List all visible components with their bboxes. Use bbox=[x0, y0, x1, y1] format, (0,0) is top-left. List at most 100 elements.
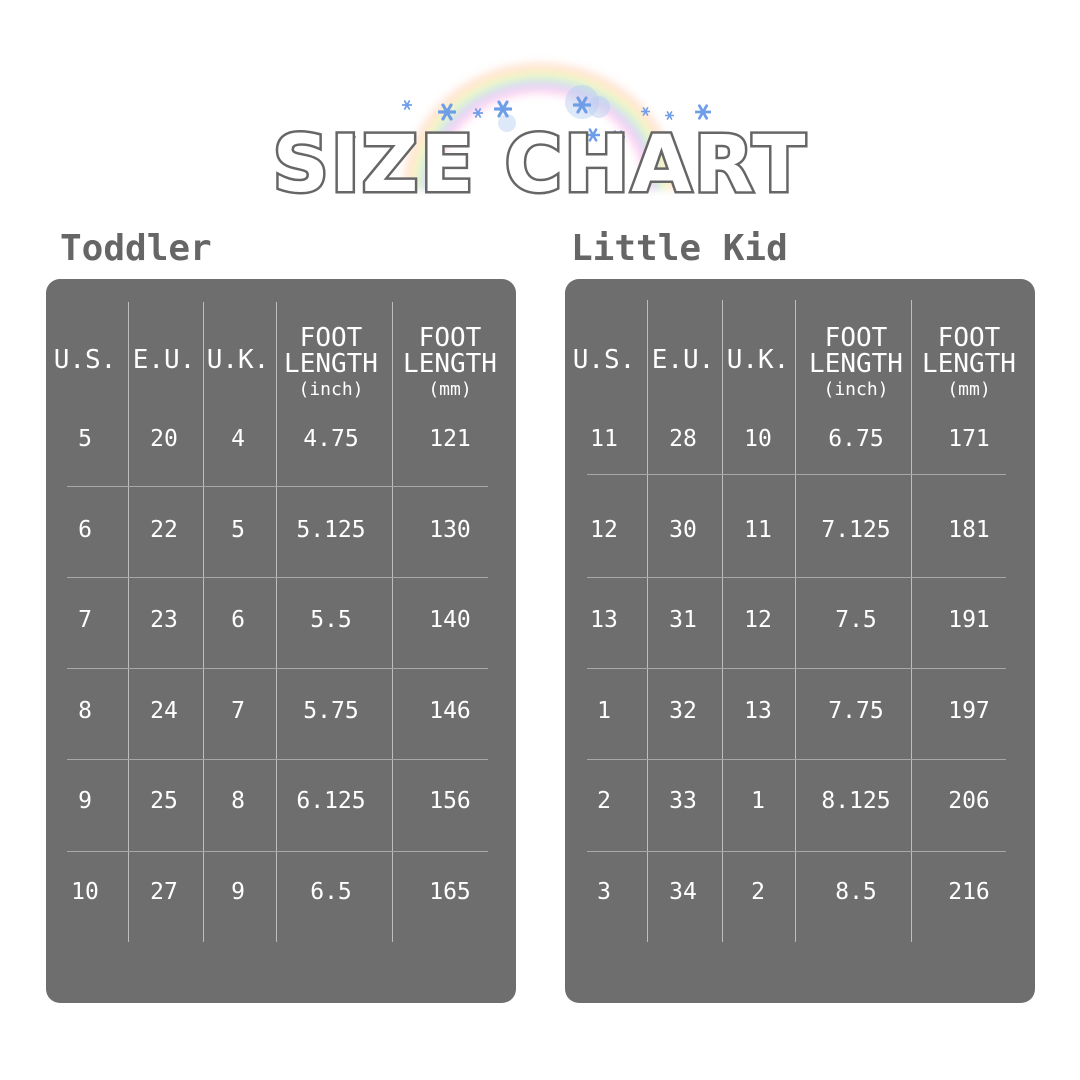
toddler-header-0: U.S. bbox=[54, 347, 117, 373]
toddler-cell: 5.5 bbox=[310, 607, 352, 633]
header-unit: (inch) bbox=[823, 379, 889, 400]
toddler-cell: 25 bbox=[150, 788, 178, 814]
row-divider bbox=[587, 851, 1006, 852]
little-kid-cell: 181 bbox=[948, 517, 990, 543]
snowflake-icon bbox=[494, 100, 512, 118]
header-line1: FOOT bbox=[824, 323, 888, 353]
snowflake-icon bbox=[438, 103, 456, 121]
toddler-cell: 5 bbox=[78, 426, 92, 452]
little-kid-cell: 11 bbox=[744, 517, 772, 543]
toddler-header-2: U.K. bbox=[207, 347, 270, 373]
little-kid-cell: 206 bbox=[948, 788, 990, 814]
toddler-cell: 6 bbox=[78, 517, 92, 543]
page-title: SIZE CHART bbox=[270, 118, 808, 213]
header-line2: LENGTH bbox=[284, 349, 378, 379]
column-divider bbox=[128, 302, 129, 942]
header-line1: U.K. bbox=[206, 345, 270, 375]
little-kid-cell: 12 bbox=[744, 607, 772, 633]
row-divider bbox=[67, 759, 488, 760]
little-kid-cell: 12 bbox=[590, 517, 618, 543]
toddler-cell: 23 bbox=[150, 607, 178, 633]
row-divider bbox=[587, 668, 1006, 669]
snowflake-icon bbox=[611, 130, 625, 144]
toddler-cell: 146 bbox=[429, 698, 471, 724]
toddler-cell: 20 bbox=[150, 426, 178, 452]
toddler-cell: 165 bbox=[429, 879, 471, 905]
toddler-title: Toddler bbox=[60, 228, 212, 269]
column-divider bbox=[722, 300, 723, 942]
toddler-cell: 130 bbox=[429, 517, 471, 543]
header-unit: (mm) bbox=[428, 379, 472, 400]
toddler-cell: 10 bbox=[71, 879, 99, 905]
row-divider bbox=[67, 486, 488, 487]
little-kid-cell: 13 bbox=[744, 698, 772, 724]
little-kid-cell: 11 bbox=[590, 426, 618, 452]
toddler-cell: 156 bbox=[429, 788, 471, 814]
column-divider bbox=[911, 300, 912, 942]
header-line1: FOOT bbox=[299, 323, 363, 353]
little-kid-cell: 197 bbox=[948, 698, 990, 724]
header-line1: E.U. bbox=[132, 345, 196, 375]
toddler-cell: 5.75 bbox=[303, 698, 359, 724]
header-line1: U.S. bbox=[53, 345, 117, 375]
snowflake-icon bbox=[402, 100, 412, 110]
little-kid-title: Little Kid bbox=[571, 228, 788, 269]
column-divider bbox=[203, 302, 204, 942]
toddler-header-4: FOOT LENGTH (mm) bbox=[403, 325, 497, 399]
little-kid-header-3: FOOT LENGTH (inch) bbox=[809, 325, 903, 399]
little-kid-cell: 10 bbox=[744, 426, 772, 452]
toddler-cell: 9 bbox=[78, 788, 92, 814]
toddler-cell: 121 bbox=[429, 426, 471, 452]
toddler-cell: 8 bbox=[231, 788, 245, 814]
toddler-cell: 6.5 bbox=[310, 879, 352, 905]
little-kid-cell: 34 bbox=[669, 879, 697, 905]
snowflake-icon bbox=[346, 132, 356, 142]
little-kid-cell: 31 bbox=[669, 607, 697, 633]
little-kid-cell: 28 bbox=[669, 426, 697, 452]
little-kid-cell: 2 bbox=[597, 788, 611, 814]
little-kid-cell: 191 bbox=[948, 607, 990, 633]
little-kid-cell: 216 bbox=[948, 879, 990, 905]
snowflake-icon bbox=[586, 128, 600, 142]
little-kid-cell: 33 bbox=[669, 788, 697, 814]
little-kid-header-1: E.U. bbox=[652, 347, 715, 373]
little-kid-cell: 30 bbox=[669, 517, 697, 543]
snowflake-icon bbox=[573, 96, 591, 114]
little-kid-cell: 1 bbox=[751, 788, 765, 814]
little-kid-header-4: FOOT LENGTH (mm) bbox=[922, 325, 1016, 399]
row-divider bbox=[67, 577, 488, 578]
toddler-cell: 4 bbox=[231, 426, 245, 452]
toddler-cell: 5.125 bbox=[296, 517, 366, 543]
header-line1: U.K. bbox=[726, 345, 790, 375]
little-kid-cell: 7.5 bbox=[835, 607, 877, 633]
row-divider bbox=[67, 668, 488, 669]
toddler-cell: 22 bbox=[150, 517, 178, 543]
snowflake-icon bbox=[695, 104, 711, 120]
toddler-cell: 8 bbox=[78, 698, 92, 724]
little-kid-cell: 7.125 bbox=[821, 517, 891, 543]
column-divider bbox=[795, 300, 796, 942]
header-unit: (mm) bbox=[947, 379, 991, 400]
toddler-cell: 7 bbox=[78, 607, 92, 633]
row-divider bbox=[587, 759, 1006, 760]
snowflake-icon bbox=[665, 111, 674, 120]
little-kid-header-0: U.S. bbox=[573, 347, 636, 373]
toddler-cell: 27 bbox=[150, 879, 178, 905]
little-kid-cell: 2 bbox=[751, 879, 765, 905]
little-kid-header-2: U.K. bbox=[727, 347, 790, 373]
toddler-cell: 4.75 bbox=[303, 426, 359, 452]
little-kid-cell: 1 bbox=[597, 698, 611, 724]
header-line2: LENGTH bbox=[922, 349, 1016, 379]
little-kid-cell: 3 bbox=[597, 879, 611, 905]
row-divider bbox=[67, 851, 488, 852]
snowflake-icon bbox=[473, 108, 483, 118]
header-line2: LENGTH bbox=[403, 349, 497, 379]
toddler-cell: 140 bbox=[429, 607, 471, 633]
toddler-cell: 6 bbox=[231, 607, 245, 633]
little-kid-cell: 13 bbox=[590, 607, 618, 633]
toddler-table bbox=[46, 279, 516, 1003]
row-divider bbox=[587, 474, 1006, 475]
little-kid-cell: 7.75 bbox=[828, 698, 884, 724]
header-line2: LENGTH bbox=[809, 349, 903, 379]
little-kid-cell: 32 bbox=[669, 698, 697, 724]
